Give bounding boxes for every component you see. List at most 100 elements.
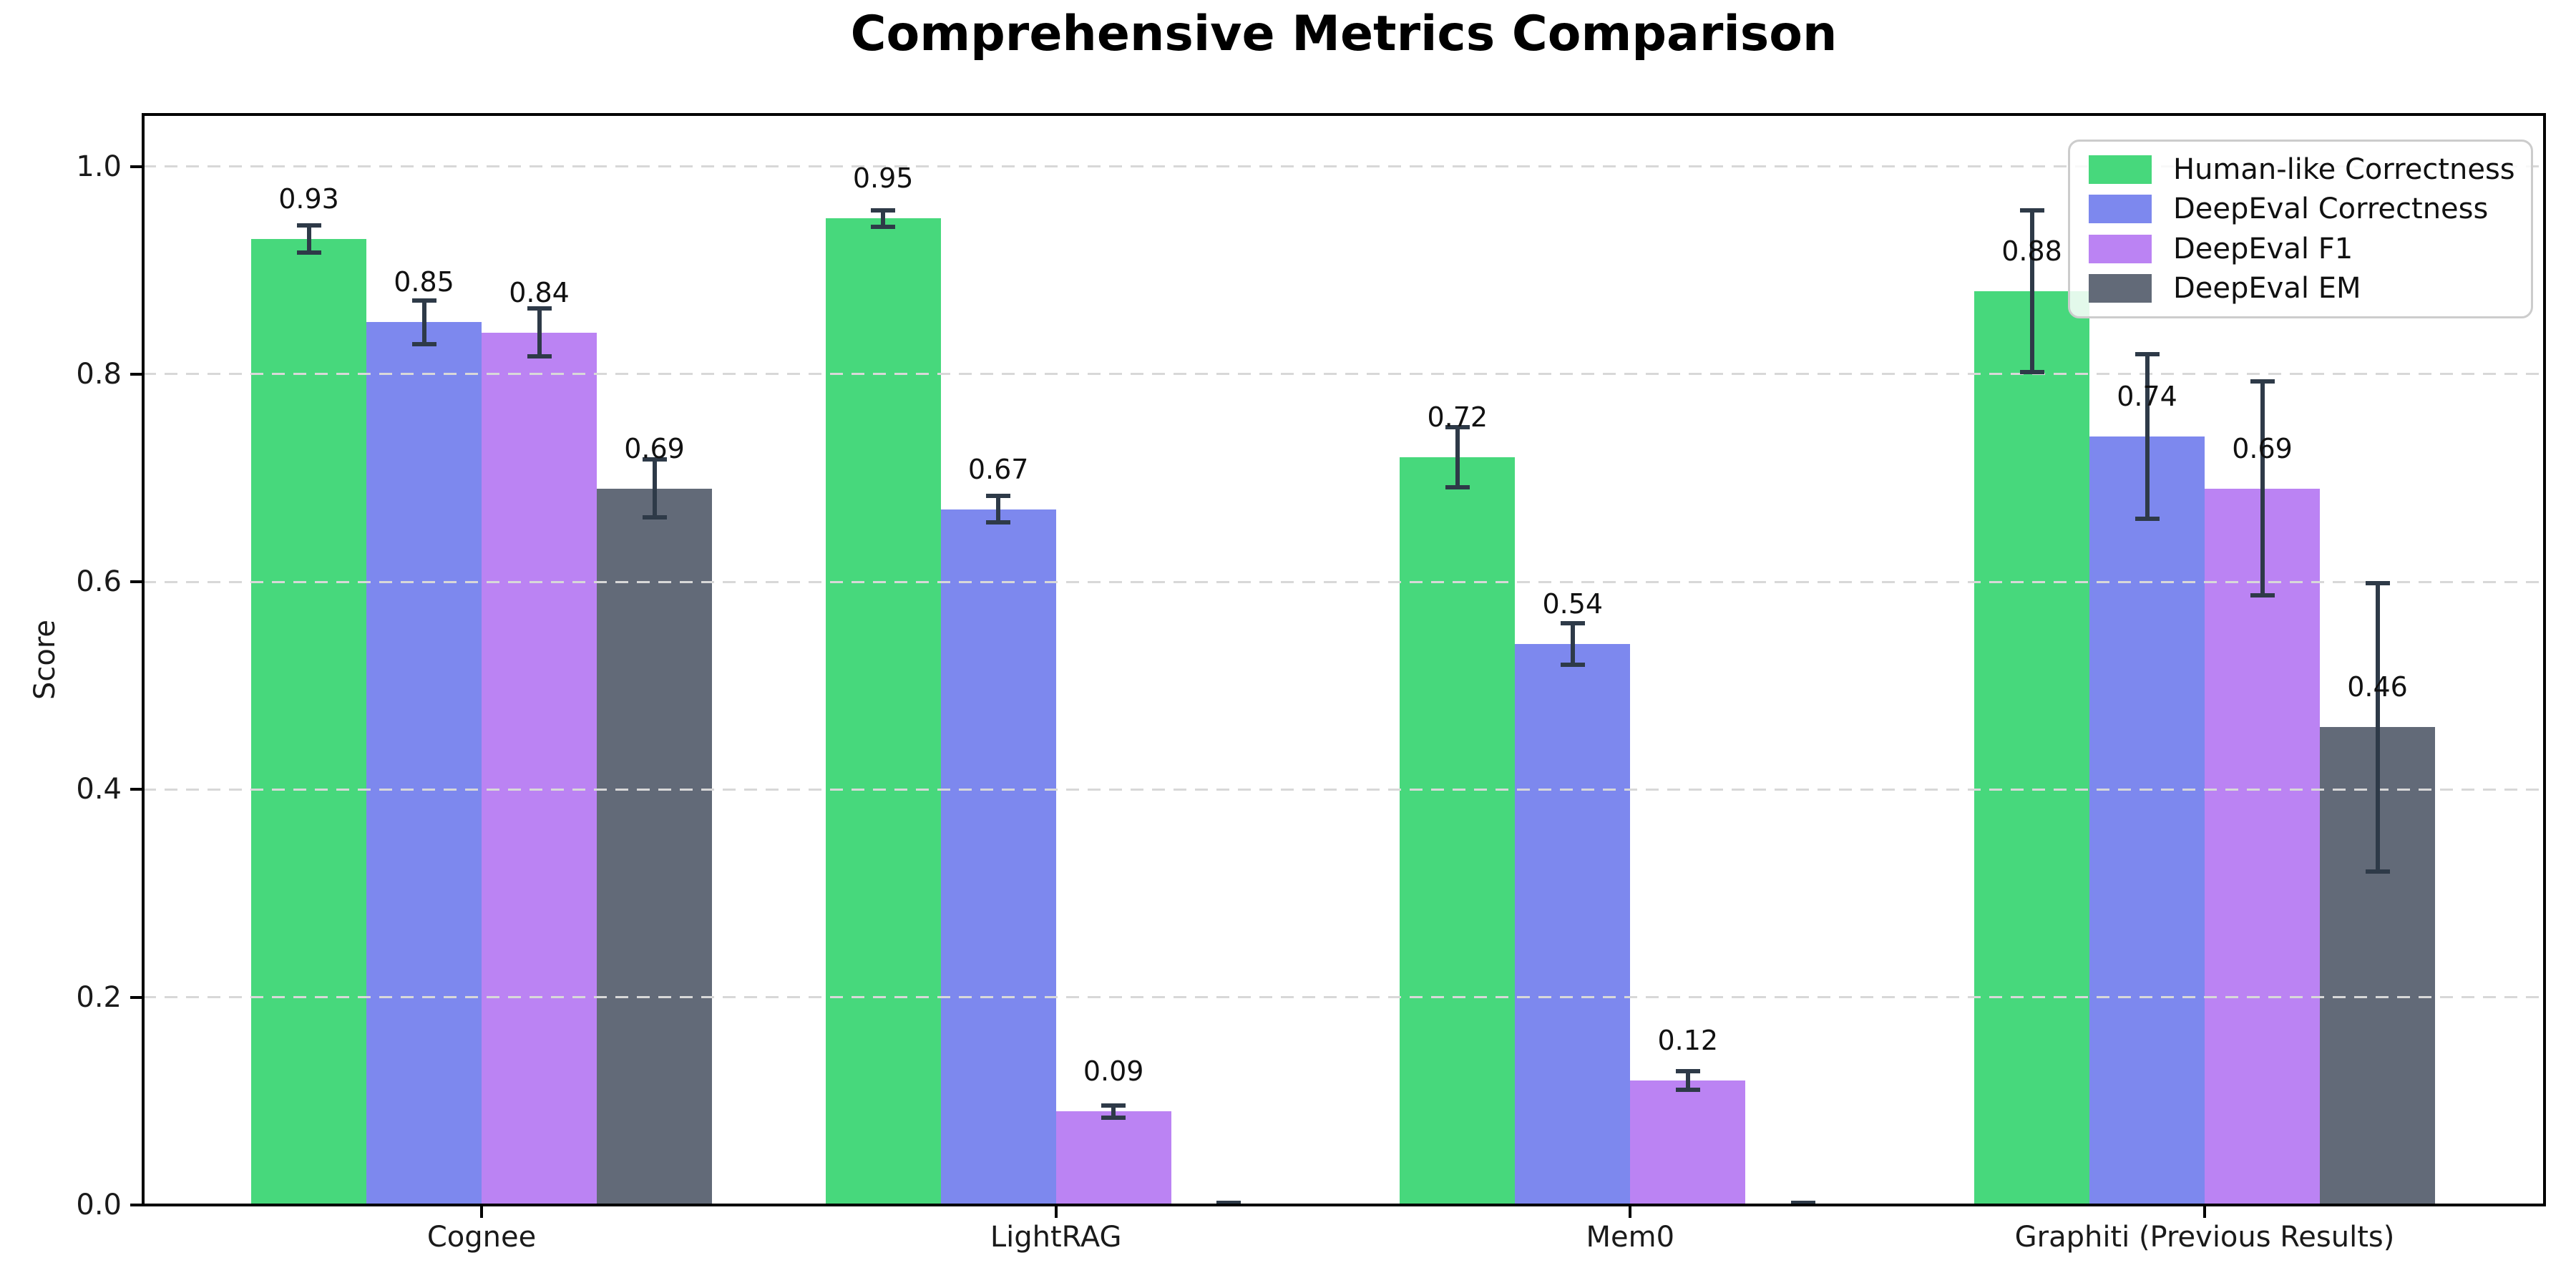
legend-label: Human-like Correctness	[2173, 153, 2515, 186]
error-bar-cap	[871, 224, 896, 229]
error-bar-cap	[871, 208, 896, 213]
error-bar	[421, 300, 426, 344]
error-bar	[996, 495, 1001, 523]
gridline-y-0.6	[143, 580, 2545, 583]
legend-item-deepeval-correctness: DeepEval Correctness	[2089, 192, 2512, 225]
error-bar-cap	[2250, 379, 2275, 384]
error-bar-cap	[1101, 1116, 1126, 1121]
value-label: 0.72	[1427, 401, 1488, 433]
value-label: 0.84	[509, 276, 570, 308]
bar-graphiti-previous-results-deepeval-correctness	[2089, 436, 2205, 1205]
error-bar-cap	[1560, 621, 1585, 626]
legend-label: DeepEval F1	[2173, 232, 2353, 265]
error-bar-cap	[2135, 352, 2160, 357]
value-label: 0.74	[2117, 380, 2177, 412]
y-tick-label: 0.8	[76, 357, 122, 391]
gridline-y-0.8	[143, 373, 2545, 376]
error-bar-cap	[1445, 485, 1470, 490]
error-bar-cap	[1445, 424, 1470, 429]
error-bar-cap	[1216, 1201, 1241, 1205]
y-tick	[130, 1204, 142, 1206]
plot-area: 0.93 0.95 0.72 0.88 0.85 0.67 0.54 0.74 0.84 0.09…	[143, 114, 2545, 1205]
error-bar-cap	[1675, 1087, 1700, 1092]
error-bar	[1570, 623, 1575, 665]
error-bar-cap	[1560, 663, 1585, 668]
error-bar-cap	[642, 457, 667, 462]
legend: Human-like Correctness DeepEval Correctn…	[2068, 140, 2533, 318]
error-bar-cap	[1101, 1103, 1126, 1108]
error-bar	[1685, 1070, 1690, 1090]
y-tick-label: 0.2	[76, 980, 122, 1014]
x-tick	[1629, 1206, 1632, 1218]
error-bar-cap	[296, 250, 321, 255]
bar-cognee-deepeval-f1	[482, 332, 597, 1205]
value-label: 0.54	[1542, 588, 1604, 620]
x-tick	[2203, 1206, 2206, 1218]
error-bar	[2375, 582, 2380, 872]
error-bar-cap	[2250, 593, 2275, 597]
bar-mem0-deepeval-f1	[1630, 1080, 1746, 1205]
gridline-y-1	[143, 165, 2545, 168]
y-tick	[130, 788, 142, 791]
error-bar	[306, 225, 311, 253]
error-bar-cap	[986, 520, 1011, 525]
bar-lightrag-deepeval-correctness	[940, 509, 1056, 1205]
error-bar	[881, 210, 886, 227]
y-tick-label: 1.0	[76, 150, 122, 183]
bar-cognee-deepeval-correctness	[366, 322, 482, 1205]
error-bar-cap	[2019, 370, 2044, 374]
gridline-y-0.2	[143, 996, 2545, 999]
value-label: 0.93	[278, 183, 339, 215]
legend-swatch-icon	[2089, 155, 2152, 184]
error-bar	[2145, 354, 2150, 519]
legend-swatch-icon	[2089, 234, 2152, 263]
error-bar-cap	[296, 223, 321, 228]
value-label: 0.09	[1083, 1055, 1144, 1088]
value-label: 0.95	[852, 162, 914, 195]
value-label: 0.85	[394, 266, 454, 298]
legend-label: DeepEval EM	[2173, 271, 2361, 305]
gridline-y-0.4	[143, 788, 2545, 791]
x-tick-label-cognee: Cognee	[426, 1221, 537, 1254]
x-tick-label-graphiti-previous-results: Graphiti (Previous Results)	[2014, 1221, 2395, 1254]
error-bar-cap	[527, 354, 552, 359]
bar-graphiti-previous-results-deepeval-f1	[2205, 488, 2320, 1205]
x-tick-label-mem0: Mem0	[1586, 1221, 1675, 1254]
error-bar-cap	[1675, 1068, 1700, 1073]
bar-lightrag-deepeval-f1	[1055, 1111, 1171, 1205]
y-tick	[130, 165, 142, 168]
y-tick-label: 0.6	[76, 565, 122, 599]
error-bar-cap	[2365, 580, 2390, 585]
bar-cognee-deepeval-em	[597, 488, 712, 1205]
bar-mem0-human-like-correctness	[1400, 457, 1516, 1205]
error-bar	[537, 308, 542, 357]
error-bar-cap	[2365, 869, 2390, 874]
error-bar-cap	[2019, 208, 2044, 213]
error-bar	[2260, 381, 2265, 595]
value-label: 0.12	[1657, 1024, 1719, 1056]
legend-label: DeepEval Correctness	[2173, 192, 2489, 226]
bar-cognee-human-like-correctness	[251, 239, 366, 1205]
bar-lightrag-human-like-correctness	[825, 218, 941, 1205]
chart-title: Comprehensive Metrics Comparison	[850, 6, 1838, 62]
error-bar	[2029, 210, 2034, 372]
legend-item-deepeval-f1: DeepEval F1	[2089, 233, 2512, 265]
bar-mem0-deepeval-correctness	[1515, 644, 1631, 1205]
value-label: 0.69	[2232, 432, 2293, 464]
y-tick-label: 0.0	[76, 1189, 122, 1221]
error-bar	[1455, 426, 1460, 488]
x-tick	[1054, 1206, 1058, 1218]
y-tick-label: 0.4	[76, 773, 122, 806]
y-tick	[130, 372, 142, 376]
x-tick-label-lightrag: LightRAG	[990, 1221, 1122, 1254]
value-label: 0.69	[624, 432, 685, 464]
error-bar-cap	[2135, 516, 2160, 521]
bar-graphiti-previous-results-human-like-correctness	[1974, 291, 2089, 1205]
y-tick	[130, 995, 142, 999]
error-bar	[652, 459, 657, 518]
value-label: 0.88	[2001, 235, 2062, 267]
error-bar-cap	[1790, 1201, 1815, 1205]
error-bar-cap	[986, 493, 1011, 498]
legend-item-deepeval-em: DeepEval EM	[2089, 272, 2512, 305]
